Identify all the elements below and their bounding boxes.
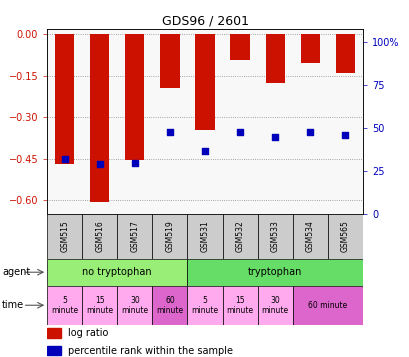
Text: agent: agent: [2, 267, 30, 277]
Bar: [335, 34, 354, 73]
Point: [236, 129, 243, 135]
Point: [61, 156, 68, 162]
Bar: [125, 34, 144, 160]
Text: GSM534: GSM534: [305, 221, 314, 252]
Text: GSM517: GSM517: [130, 221, 139, 252]
Bar: [47, 214, 82, 259]
Point: [96, 161, 103, 167]
Bar: [160, 34, 179, 88]
Text: percentile rank within the sample: percentile rank within the sample: [67, 346, 232, 356]
Point: [271, 134, 278, 140]
Point: [131, 160, 138, 166]
Text: no tryptophan: no tryptophan: [82, 267, 152, 277]
Bar: [47, 346, 61, 356]
Text: 60
minute: 60 minute: [156, 296, 183, 315]
Text: GSM516: GSM516: [95, 221, 104, 252]
Text: 15
minute: 15 minute: [226, 296, 253, 315]
Bar: [55, 34, 74, 164]
Text: 5
minute: 5 minute: [191, 296, 218, 315]
Bar: [230, 34, 249, 60]
Bar: [47, 259, 187, 286]
Bar: [257, 214, 292, 259]
Bar: [327, 214, 362, 259]
Bar: [117, 286, 152, 325]
Title: GDS96 / 2601: GDS96 / 2601: [161, 14, 248, 27]
Bar: [292, 286, 362, 325]
Text: 15
minute: 15 minute: [86, 296, 113, 315]
Text: GSM519: GSM519: [165, 221, 174, 252]
Bar: [222, 214, 257, 259]
Bar: [47, 328, 61, 338]
Bar: [300, 34, 319, 63]
Bar: [152, 286, 187, 325]
Point: [201, 148, 208, 154]
Bar: [187, 259, 362, 286]
Bar: [90, 34, 109, 202]
Bar: [257, 286, 292, 325]
Text: tryptophan: tryptophan: [247, 267, 301, 277]
Bar: [265, 34, 284, 82]
Bar: [222, 286, 257, 325]
Text: GSM515: GSM515: [60, 221, 69, 252]
Point: [341, 132, 348, 138]
Text: GSM533: GSM533: [270, 221, 279, 252]
Bar: [187, 214, 222, 259]
Text: 30
minute: 30 minute: [121, 296, 148, 315]
Bar: [152, 214, 187, 259]
Text: GSM565: GSM565: [340, 221, 349, 252]
Bar: [187, 286, 222, 325]
Point: [166, 129, 173, 135]
Bar: [82, 286, 117, 325]
Bar: [195, 34, 214, 130]
Text: GSM532: GSM532: [235, 221, 244, 252]
Bar: [292, 214, 327, 259]
Text: log ratio: log ratio: [67, 328, 108, 338]
Point: [306, 129, 313, 135]
Bar: [47, 286, 82, 325]
Text: GSM531: GSM531: [200, 221, 209, 252]
Text: 60 minute: 60 minute: [308, 301, 346, 310]
Bar: [82, 214, 117, 259]
Bar: [117, 214, 152, 259]
Text: time: time: [2, 300, 24, 310]
Text: 30
minute: 30 minute: [261, 296, 288, 315]
Text: 5
minute: 5 minute: [51, 296, 78, 315]
